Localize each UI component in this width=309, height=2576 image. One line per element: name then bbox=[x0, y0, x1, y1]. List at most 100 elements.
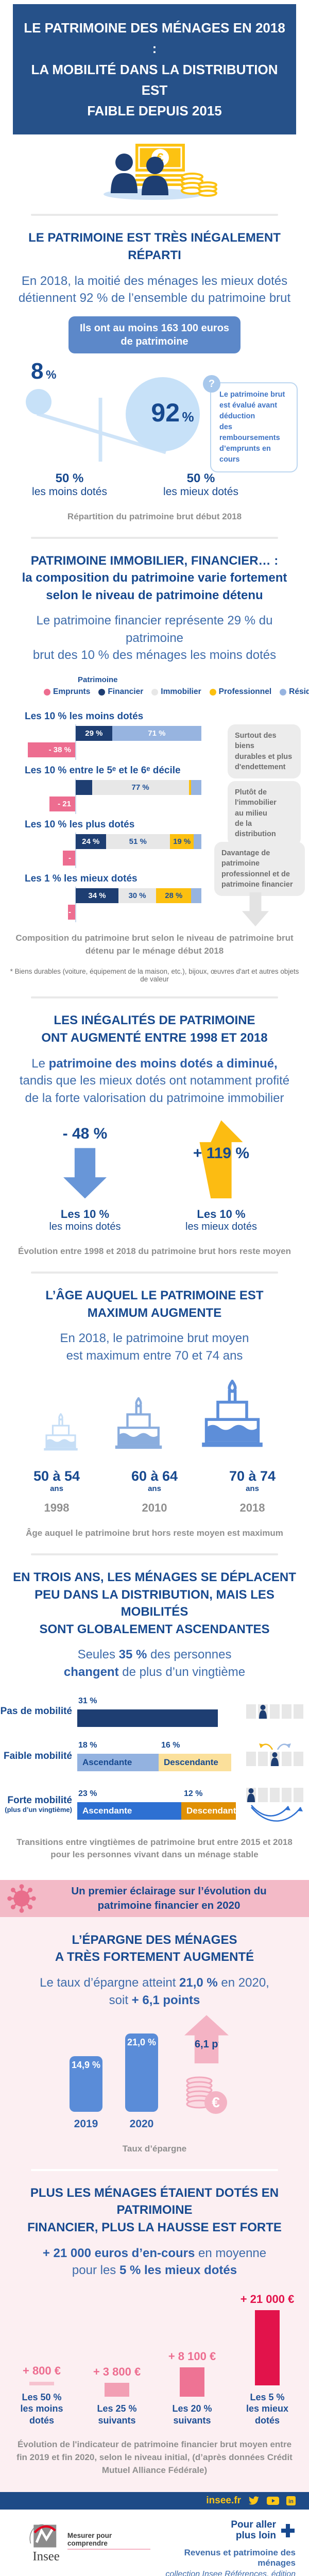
insee-logo-block: Insee Mesurer pour comprendre bbox=[26, 2520, 150, 2563]
intro-text: tandis que les mieux dotés ont notamment… bbox=[19, 1074, 290, 1105]
plus-icon bbox=[281, 2524, 295, 2538]
segment-emprunts: - 10 % bbox=[63, 851, 76, 892]
section-encours: PLUS LES MÉNAGES ÉTAIENT DOTÉS EN PATRIM… bbox=[0, 2184, 309, 2477]
segment-professionnel: 19 % bbox=[169, 834, 194, 850]
composition-row: Les 10 % les plus dotés 24 % 51 % 19 % -… bbox=[0, 819, 309, 892]
emprunts-dot-icon bbox=[44, 688, 50, 696]
inegalites-heading: LES INÉGALITÉS DE PATRIMOINE ONT AUGMENT… bbox=[41, 1013, 268, 1045]
bar-value: + 8 100 € bbox=[168, 2350, 216, 2363]
mobility-chart: Pas de mobilité 31 % Faible mob bbox=[0, 1697, 309, 1824]
section-mobilite: EN TROIS ANS, LES MÉNAGES SE DÉPLACENT P… bbox=[0, 1569, 309, 1861]
axis-line bbox=[75, 833, 76, 869]
bar-value: + 3 800 € bbox=[93, 2365, 141, 2379]
svg-text:€: € bbox=[212, 2094, 220, 2110]
intro-text: Le taux d’épargne atteint bbox=[40, 1976, 180, 1990]
section-divider bbox=[31, 1553, 278, 1555]
question-icon: ? bbox=[203, 375, 220, 393]
share-most-endowed: 92 % bbox=[131, 398, 214, 428]
segment-immobilier: 77 % bbox=[92, 780, 189, 795]
bar-value: 31 % bbox=[78, 1696, 97, 1705]
age-range: 60 à 64 bbox=[131, 1468, 178, 1484]
mobility-row-forte: Forte mobilité (plus d’un vingtième) 23 … bbox=[0, 1786, 309, 1824]
page-footer: Insee Mesurer pour comprendre Pour aller… bbox=[0, 2510, 309, 2576]
section-divider bbox=[31, 1271, 278, 1274]
mobilite-intro: Seules 35 % des personnes changent de pl… bbox=[10, 1646, 299, 1681]
evolution-up-value: + 119 % bbox=[193, 1145, 250, 1162]
composition-row: Les 10 % entre le 5ᵉ et le 6ᵉ décile 77 … bbox=[0, 765, 309, 823]
intro-text: des personnes bbox=[150, 1648, 232, 1662]
twitter-icon[interactable] bbox=[248, 2496, 260, 2505]
intro-bold-text: 5 % les mieux dotés bbox=[119, 2263, 237, 2278]
intro-bold-text: 35 % bbox=[118, 1648, 147, 1662]
bar-value: 23 % bbox=[78, 1789, 97, 1799]
youtube-icon[interactable] bbox=[267, 2496, 279, 2505]
evolution-down-col: - 48 % Les 10 % les moins dotés bbox=[49, 1125, 121, 1233]
tooltip-milieu: Plutôt de l'immobilier au milieu de la d… bbox=[228, 781, 301, 846]
bar-label: Les 20 % suivants bbox=[172, 2403, 212, 2426]
mobilite-caption: Transitions entre vingtièmes de patrimoi… bbox=[16, 1837, 293, 1860]
covid-section: L’ÉPARGNE DES MÉNAGES A TRÈS FORTEMENT A… bbox=[0, 1917, 309, 2493]
bar-label: Les 25 % suivants bbox=[97, 2403, 137, 2426]
legend-item-financier: Financier bbox=[98, 687, 143, 697]
virus-icon bbox=[7, 1884, 36, 1913]
composition-row: Les 10 % les moins dotés 29 % 71 % - 38 … bbox=[0, 711, 309, 760]
legend-item-emprunts: Emprunts bbox=[44, 687, 90, 697]
encours-bar-5: + 21 000 € Les 5 % les mieux dotés bbox=[240, 2292, 295, 2427]
more-line1: Revenus et patrimoine des ménages bbox=[184, 2548, 296, 2568]
linkedin-icon[interactable]: in bbox=[286, 2496, 296, 2506]
epargne-caption: Taux d’épargne bbox=[122, 2144, 187, 2154]
infographic-page: LE PATRIMOINE DES MÉNAGES EN 2018 : LA M… bbox=[0, 4, 309, 2576]
bar-value: 21,0 % bbox=[125, 2033, 158, 2112]
insee-tagline: Mesurer pour comprendre bbox=[67, 2532, 150, 2550]
bar bbox=[180, 2367, 204, 2397]
label-less-text: les moins dotés bbox=[32, 485, 107, 498]
threshold-badge: Ils ont au moins 163 100 euros de patrim… bbox=[68, 316, 241, 353]
axis-line bbox=[75, 887, 76, 923]
segment-financier: 34 % bbox=[76, 888, 118, 904]
epargne-annotation: + 6,1 pts € bbox=[173, 2015, 240, 2117]
encours-caption: Évolution de l'indicateur de patrimoine … bbox=[16, 2439, 293, 2475]
axis-line bbox=[75, 724, 76, 760]
section-age: L’ÂGE AUQUEL LE PATRIMOINE EST MAXIMUM A… bbox=[0, 1287, 309, 1540]
bar-value: + 21 000 € bbox=[240, 2292, 295, 2306]
bar-value: 14,9 % bbox=[70, 2056, 102, 2112]
bar-value: 12 % bbox=[184, 1789, 203, 1799]
encours-intro: + 21 000 euros d’en-cours en moyenne pou… bbox=[10, 2245, 299, 2279]
threshold-badge-row: Ils ont au moins 163 100 euros de patrim… bbox=[0, 316, 309, 353]
label-most-text: les mieux dotés bbox=[163, 485, 238, 498]
segment-residuel: 71 % bbox=[112, 726, 201, 741]
epargne-bar-2020: 21,0 % 2020 bbox=[125, 2033, 159, 2130]
covid-band-title: Un premier éclairage sur l’évolution du … bbox=[71, 1885, 267, 1911]
segment-residuel bbox=[194, 834, 201, 850]
section-inegalites: LES INÉGALITÉS DE PATRIMOINE ONT AUGMENT… bbox=[0, 1012, 309, 1258]
intro-bold-text: + 21 000 euros d’en-cours bbox=[42, 2246, 195, 2260]
label-line1: Les 10 % bbox=[60, 1208, 110, 1221]
row-label: Forte mobilité bbox=[7, 1795, 72, 1806]
label-line2: les mieux dotés bbox=[185, 1221, 257, 1233]
ages-row: 50 à 54 ans 1998 60 à 64 ans 2010 70 à 7… bbox=[0, 1468, 309, 1515]
insee-fr-link[interactable]: insee.fr bbox=[206, 2495, 241, 2506]
segment-descendante: Descendante bbox=[159, 1754, 231, 1772]
residuel-dot-icon bbox=[280, 688, 287, 696]
age-year: 1998 bbox=[44, 1501, 70, 1515]
bar-year: 2020 bbox=[129, 2118, 154, 2130]
section-composition: PATRIMOINE IMMOBILIER, FINANCIER… : la c… bbox=[0, 552, 309, 984]
section-divider bbox=[31, 536, 278, 539]
encours-bar-25: + 3 800 € Les 25 % suivants bbox=[90, 2365, 144, 2426]
balance-scale-icon bbox=[26, 377, 200, 462]
segment-none bbox=[77, 1709, 218, 1727]
mobilite-heading: EN TROIS ANS, LES MÉNAGES SE DÉPLACENT P… bbox=[13, 1570, 296, 1636]
repartition-heading: LE PATRIMOINE EST TRÈS INÉGALEMENT RÉPAR… bbox=[28, 231, 281, 263]
age-unit: ans bbox=[50, 1484, 63, 1494]
bar-value: 16 % bbox=[161, 1741, 180, 1750]
epargne-chart: 14,9 % 2019 21,0 % 2020 + 6,1 pts bbox=[0, 2015, 309, 2130]
legend-label: Financier bbox=[108, 687, 144, 697]
evolution-chart: - 48 % Les 10 % les moins dotés + 119 % … bbox=[0, 1120, 309, 1233]
encours-bar-50: + 800 € Les 50 % les moins dotés bbox=[15, 2364, 68, 2427]
repartition-caption: Répartition du patrimoine brut début 201… bbox=[67, 511, 242, 521]
bar bbox=[105, 2383, 129, 2397]
financier-dot-icon bbox=[98, 688, 106, 696]
epargne-bar-2019: 14,9 % 2019 bbox=[69, 2056, 103, 2130]
segment-emprunts: - 38 % bbox=[28, 742, 76, 758]
intro-text: en 2020, soit bbox=[109, 1976, 269, 2007]
